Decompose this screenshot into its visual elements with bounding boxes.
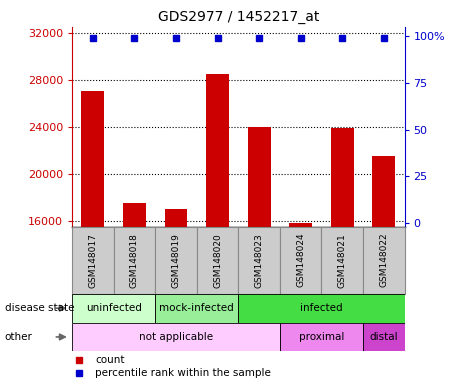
Text: GSM148023: GSM148023	[255, 233, 264, 288]
Text: GSM148017: GSM148017	[88, 233, 97, 288]
Bar	[372, 156, 395, 384]
Text: distal: distal	[370, 332, 398, 342]
Text: GSM148018: GSM148018	[130, 233, 139, 288]
Bar	[206, 74, 229, 384]
Text: count: count	[95, 355, 125, 365]
Bar	[239, 294, 405, 323]
Bar	[248, 127, 271, 384]
Text: proximal: proximal	[299, 332, 344, 342]
Text: infected: infected	[300, 303, 343, 313]
Text: mock-infected: mock-infected	[159, 303, 234, 313]
Text: GSM148022: GSM148022	[379, 233, 388, 288]
Text: other: other	[5, 332, 33, 342]
Title: GDS2977 / 1452217_at: GDS2977 / 1452217_at	[158, 10, 319, 25]
Bar	[155, 294, 239, 323]
Text: GSM148024: GSM148024	[296, 233, 305, 288]
Text: uninfected: uninfected	[86, 303, 141, 313]
Bar	[72, 323, 280, 351]
Text: not applicable: not applicable	[139, 332, 213, 342]
Bar	[81, 91, 104, 384]
Bar	[72, 294, 155, 323]
Bar	[280, 323, 363, 351]
Bar	[289, 223, 312, 384]
Text: GSM148021: GSM148021	[338, 233, 347, 288]
Bar	[363, 323, 405, 351]
Text: GSM148020: GSM148020	[213, 233, 222, 288]
Text: disease state: disease state	[5, 303, 74, 313]
Bar	[165, 209, 187, 384]
Bar	[123, 203, 146, 384]
Text: percentile rank within the sample: percentile rank within the sample	[95, 368, 271, 379]
Bar	[331, 128, 354, 384]
Text: GSM148019: GSM148019	[172, 233, 180, 288]
